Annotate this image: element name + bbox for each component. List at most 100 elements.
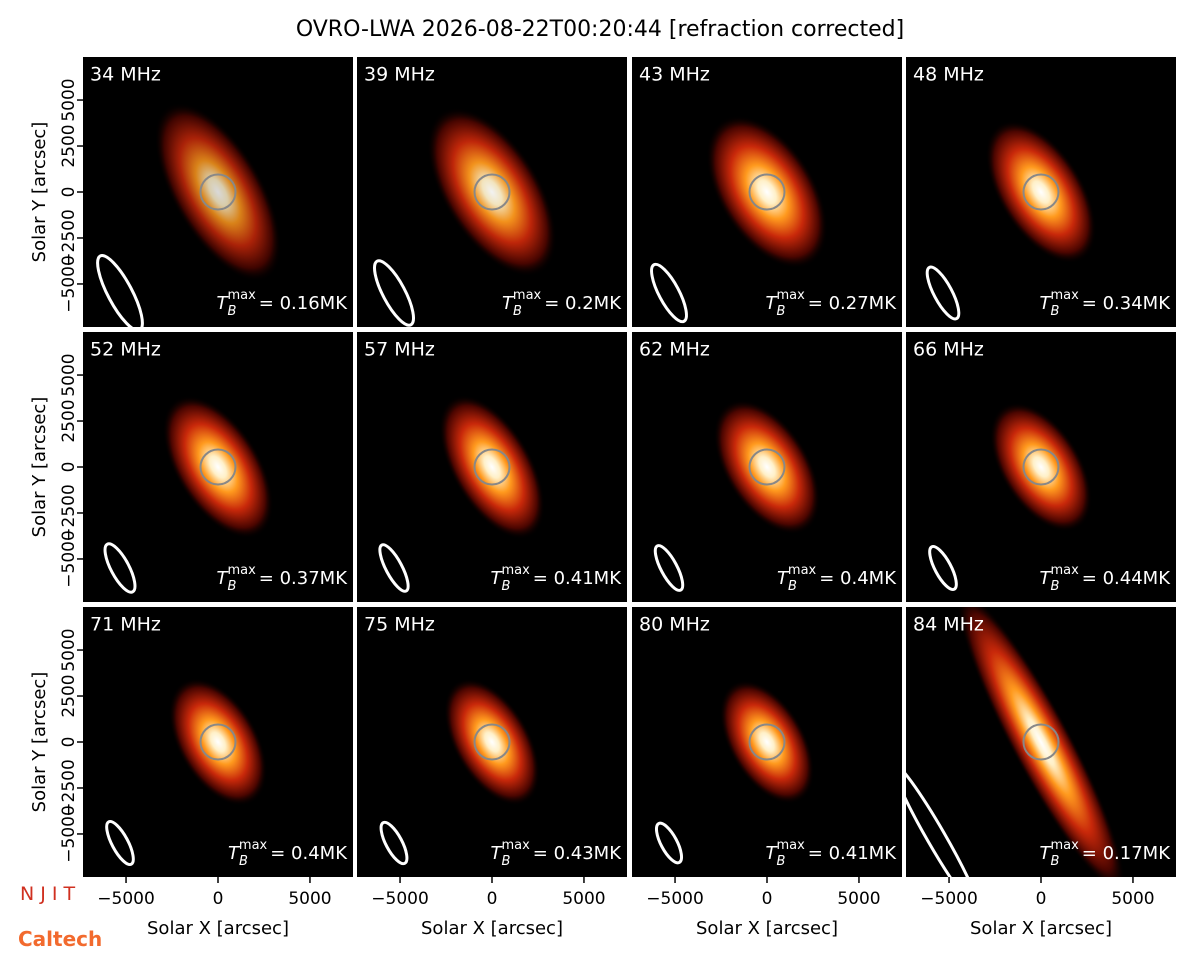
panel-image bbox=[906, 332, 1176, 602]
y-tick-label: 5000 bbox=[59, 78, 79, 121]
panel: 71 MHz TBmax = 0.4MK −5000 0 5000 Solar X [arc… bbox=[29, 607, 353, 939]
tb-sub: B bbox=[1051, 854, 1060, 869]
x-axis-label: Solar X [arcsec] bbox=[421, 918, 563, 939]
x-tick-label: −5000 bbox=[97, 889, 155, 909]
frequency-label: 52 MHz bbox=[90, 339, 161, 361]
tb-sub: B bbox=[777, 304, 786, 319]
panel-image bbox=[632, 332, 902, 602]
frequency-label: 80 MHz bbox=[639, 614, 710, 636]
panel: 34 MHz TBmax = 0.16MK −5000−2500 0 2500 5000 So… bbox=[29, 57, 353, 327]
emission bbox=[168, 678, 268, 806]
tb-label: TBmax = 0.16MK bbox=[217, 288, 349, 319]
x-tick-label: 5000 bbox=[837, 889, 880, 909]
y-tick-label: 2500 bbox=[59, 674, 79, 717]
panel: 62 MHz TBmax = 0.4MK bbox=[632, 332, 902, 602]
beam bbox=[654, 821, 684, 865]
x-tick-label: 5000 bbox=[1111, 889, 1154, 909]
panel: 84 MHz TBmax = 0.17MK −5000 0 5000 Solar X [ar… bbox=[906, 607, 1176, 939]
tb-symbol: T bbox=[217, 568, 230, 589]
tb-value: = 0.4MK bbox=[819, 568, 897, 589]
x-tick-label: 0 bbox=[487, 889, 498, 909]
y-tick-label: −2500 bbox=[59, 484, 79, 542]
tb-sup: max bbox=[1050, 563, 1079, 578]
panel-image bbox=[357, 57, 627, 327]
tb-label: TBmax = 0.37MK bbox=[217, 563, 349, 594]
beam bbox=[103, 542, 137, 594]
figure-title: OVRO-LWA 2026-08-22T00:20:44 [refraction… bbox=[296, 17, 904, 42]
tb-label: TBmax = 0.41MK bbox=[491, 563, 623, 594]
logo-caltech: Caltech bbox=[18, 927, 102, 951]
tb-value: = 0.41MK bbox=[808, 843, 897, 864]
y-tick-label: 5000 bbox=[59, 353, 79, 396]
tb-sup: max bbox=[1050, 288, 1079, 303]
frequency-label: 39 MHz bbox=[364, 64, 435, 86]
panel: 80 MHz TBmax = 0.41MK −5000 0 5000 Solar X [ar… bbox=[632, 607, 902, 939]
y-tick-label: −5000 bbox=[59, 255, 79, 313]
beam bbox=[653, 544, 685, 592]
beam bbox=[906, 761, 981, 877]
beam bbox=[373, 259, 415, 327]
tb-value: = 0.37MK bbox=[259, 568, 348, 589]
emission bbox=[713, 399, 821, 535]
frequency-label: 66 MHz bbox=[913, 339, 984, 361]
solar-disk bbox=[473, 723, 511, 761]
frequency-label: 84 MHz bbox=[913, 614, 984, 636]
x-tick-label: 5000 bbox=[562, 889, 605, 909]
frequency-label: 57 MHz bbox=[364, 339, 435, 361]
y-tick-label: 5000 bbox=[59, 628, 79, 671]
tb-symbol: T bbox=[217, 293, 230, 314]
y-tick-label: −5000 bbox=[59, 530, 79, 588]
tb-sub: B bbox=[1051, 304, 1060, 319]
tb-sub: B bbox=[777, 854, 786, 869]
tb-value: = 0.27MK bbox=[808, 293, 897, 314]
x-tick-label: 0 bbox=[213, 889, 224, 909]
beam bbox=[96, 253, 144, 327]
tb-label: TBmax = 0.44MK bbox=[1040, 563, 1172, 594]
tb-label: TBmax = 0.41MK bbox=[766, 838, 898, 869]
panel-image bbox=[906, 607, 1176, 877]
tb-symbol: T bbox=[491, 843, 504, 864]
x-axis-label: Solar X [arcsec] bbox=[696, 918, 838, 939]
tb-symbol: T bbox=[777, 568, 790, 589]
tb-symbol: T bbox=[502, 293, 515, 314]
y-tick-label: 2500 bbox=[59, 399, 79, 442]
tb-label: TBmax = 0.43MK bbox=[491, 838, 623, 869]
tb-symbol: T bbox=[1040, 568, 1053, 589]
emission bbox=[956, 607, 1126, 877]
tb-value: = 0.44MK bbox=[1082, 568, 1171, 589]
tb-sub: B bbox=[1051, 579, 1060, 594]
y-tick-label: −2500 bbox=[59, 759, 79, 817]
y-axis-label: Solar Y [arcsec] bbox=[29, 672, 50, 813]
solar-disk bbox=[199, 448, 237, 486]
y-tick-label: 0 bbox=[59, 187, 79, 198]
x-axis-label: Solar X [arcsec] bbox=[970, 918, 1112, 939]
beam bbox=[925, 265, 961, 321]
tb-label: TBmax = 0.2MK bbox=[502, 288, 622, 319]
tb-symbol: T bbox=[766, 293, 779, 314]
tb-value: = 0.17MK bbox=[1082, 843, 1171, 864]
emission bbox=[989, 402, 1093, 532]
y-axis-label: Solar Y [arcsec] bbox=[29, 397, 50, 538]
tb-label: TBmax = 0.4MK bbox=[228, 838, 348, 869]
emission bbox=[427, 107, 557, 277]
tb-label: TBmax = 0.17MK bbox=[1040, 838, 1172, 869]
beam bbox=[379, 820, 409, 866]
panel: 57 MHz TBmax = 0.41MK bbox=[357, 332, 627, 602]
beam bbox=[650, 262, 688, 324]
tb-sub: B bbox=[239, 854, 248, 869]
tb-sup: max bbox=[239, 838, 268, 853]
tb-value: = 0.4MK bbox=[270, 843, 348, 864]
tb-value: = 0.43MK bbox=[533, 843, 622, 864]
tb-label: TBmax = 0.4MK bbox=[777, 563, 897, 594]
tb-sub: B bbox=[502, 579, 511, 594]
x-tick-label: −5000 bbox=[646, 889, 704, 909]
frequency-label: 48 MHz bbox=[913, 64, 984, 86]
tb-symbol: T bbox=[1040, 293, 1053, 314]
y-tick-label: −2500 bbox=[59, 209, 79, 267]
frequency-label: 71 MHz bbox=[90, 614, 161, 636]
panel-image bbox=[83, 332, 353, 602]
tb-value: = 0.2MK bbox=[544, 293, 622, 314]
y-tick-label: 0 bbox=[59, 462, 79, 473]
panel: 39 MHz TBmax = 0.2MK bbox=[357, 57, 627, 327]
